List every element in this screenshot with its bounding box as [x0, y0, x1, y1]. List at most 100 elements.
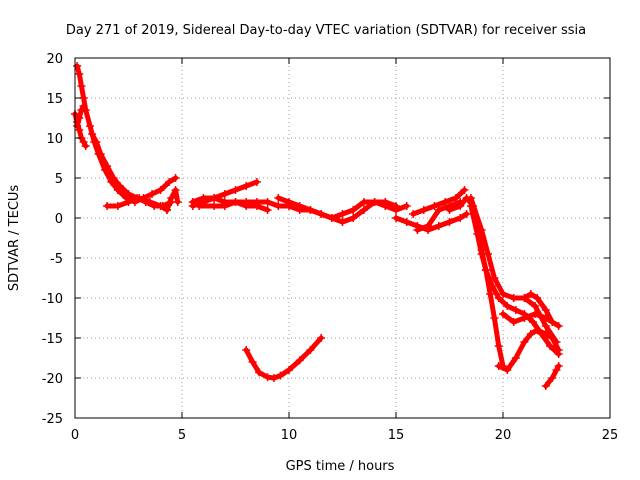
data-point [255, 368, 264, 377]
y-axis-label: SDTVAR / TECUs [7, 185, 22, 292]
data-point [359, 198, 368, 206]
data-point [145, 198, 154, 206]
data-point [252, 178, 261, 186]
data-point [124, 198, 133, 206]
data-point [526, 330, 535, 338]
data-point [526, 290, 535, 298]
data-point [163, 206, 172, 214]
x-tick-label: 20 [495, 428, 512, 443]
data-point [511, 354, 520, 362]
data-point [554, 322, 563, 330]
data-point [242, 202, 251, 210]
series-trace [243, 335, 324, 381]
data-point [528, 318, 537, 326]
data-point [520, 314, 529, 322]
data-point [306, 206, 315, 214]
data-point [75, 70, 84, 78]
data-point [338, 210, 347, 218]
data-point [548, 374, 557, 382]
data-point [171, 186, 180, 194]
data-point [484, 250, 493, 258]
data-point [554, 362, 563, 370]
data-point [263, 373, 272, 382]
data-point [210, 202, 219, 210]
data-point [295, 202, 304, 210]
data-point [548, 334, 557, 342]
data-point [248, 358, 257, 366]
data-point [392, 214, 400, 222]
y-tick-label: 15 [46, 92, 63, 107]
data-point [541, 314, 550, 322]
x-tick-label: 10 [281, 428, 298, 443]
data-point [263, 198, 272, 206]
data-point [541, 322, 550, 330]
data-point [274, 202, 283, 210]
data-point [381, 198, 390, 206]
grid-lines [75, 58, 610, 418]
series-track-12 [392, 210, 471, 234]
data-point [460, 186, 469, 194]
data-point [285, 366, 293, 374]
y-tick-label: 20 [46, 52, 63, 67]
data-point [173, 198, 182, 206]
data-point [165, 178, 174, 186]
data-point [231, 186, 240, 194]
series-trace [164, 187, 181, 213]
data-point [451, 194, 460, 202]
data-point [520, 294, 529, 302]
series-track-5 [103, 194, 172, 214]
y-tick-label: 5 [55, 172, 63, 187]
data-point [231, 198, 240, 206]
data-point [317, 334, 326, 342]
data-point [402, 202, 411, 210]
data-point [220, 190, 229, 198]
data-point [441, 198, 450, 206]
series-track-11 [242, 334, 326, 382]
data-point [75, 114, 84, 122]
data-point [413, 226, 422, 234]
data-point [109, 174, 118, 182]
data-point [531, 310, 540, 318]
data-point [156, 202, 165, 210]
y-tick-label: -25 [42, 412, 63, 427]
data-point [135, 194, 144, 202]
series-trace [543, 363, 562, 389]
y-tick-label: 10 [46, 132, 63, 147]
data-point [73, 122, 82, 130]
data-point [503, 366, 512, 374]
data-point [167, 194, 176, 202]
data-point [456, 202, 465, 210]
data-point [546, 342, 555, 350]
data-point [445, 218, 454, 226]
data-point [359, 206, 368, 214]
data-point [466, 194, 475, 202]
series-track-8 [188, 178, 261, 210]
data-point [88, 130, 97, 138]
data-point [494, 342, 503, 350]
data-point [306, 346, 315, 354]
data-point [490, 274, 499, 282]
series-track-10 [274, 194, 400, 226]
data-point [434, 206, 443, 214]
data-point [477, 226, 486, 234]
data-point [77, 82, 86, 90]
data-point [462, 210, 471, 218]
data-point [81, 142, 90, 150]
data-point [285, 198, 293, 206]
data-point [370, 198, 379, 206]
data-point [73, 62, 82, 70]
data-point [548, 318, 557, 326]
y-tick-label: -10 [42, 292, 63, 307]
data-point [242, 182, 251, 190]
data-point [349, 214, 358, 222]
data-point [242, 346, 251, 354]
data-point [511, 306, 520, 314]
x-tick-label: 0 [71, 428, 79, 443]
data-point [499, 290, 507, 298]
data-point [96, 150, 105, 158]
data-point [103, 202, 112, 210]
data-point [430, 202, 439, 210]
series-track-13 [409, 186, 469, 218]
data-point [195, 202, 204, 210]
